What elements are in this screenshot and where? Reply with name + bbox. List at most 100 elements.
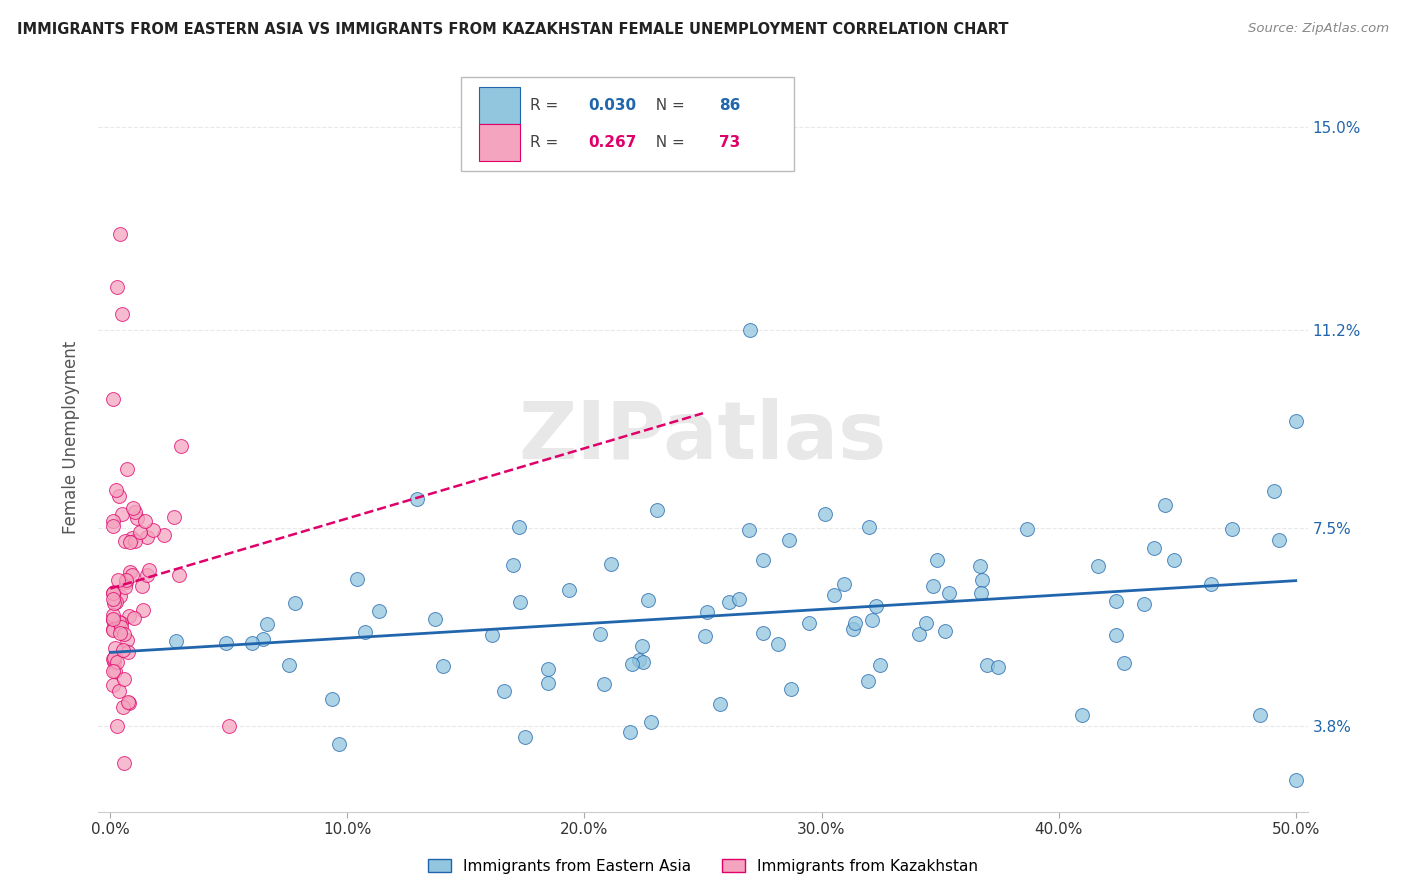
Point	[631, 656, 654, 670]
Point	[114, 581, 136, 595]
Point	[1285, 772, 1308, 787]
Point	[799, 616, 821, 631]
Point	[121, 531, 143, 545]
Point	[107, 615, 129, 629]
Point	[508, 519, 530, 533]
Point	[1199, 576, 1222, 591]
Legend: Immigrants from Eastern Asia, Immigrants from Kazakhstan: Immigrants from Eastern Asia, Immigrants…	[422, 853, 984, 880]
Point	[865, 599, 887, 613]
Point	[354, 625, 377, 640]
Point	[214, 635, 236, 649]
Point	[869, 658, 891, 673]
Point	[406, 492, 429, 507]
Point	[103, 585, 125, 599]
Point	[432, 659, 454, 673]
Point	[101, 519, 124, 533]
Point	[423, 612, 446, 626]
Point	[134, 514, 156, 528]
Point	[717, 595, 740, 609]
Point	[117, 633, 139, 648]
Point	[169, 439, 191, 453]
Point	[110, 626, 132, 640]
FancyBboxPatch shape	[479, 87, 520, 123]
Point	[112, 672, 135, 686]
Point	[101, 514, 124, 528]
Point	[138, 563, 160, 577]
Point	[1263, 484, 1285, 499]
Point	[1114, 657, 1136, 671]
Point	[108, 589, 131, 603]
Point	[131, 579, 153, 593]
Point	[752, 553, 775, 567]
Point	[101, 652, 124, 666]
Point	[778, 533, 800, 547]
Point	[118, 566, 141, 580]
Point	[104, 595, 127, 609]
Point	[121, 500, 143, 515]
Point	[509, 595, 531, 609]
Point	[112, 756, 135, 771]
Point	[925, 553, 948, 567]
Point	[934, 624, 956, 638]
Point	[1154, 498, 1177, 512]
Point	[599, 557, 621, 571]
Point	[122, 611, 145, 625]
Point	[621, 657, 644, 672]
Point	[908, 627, 931, 641]
Point	[101, 392, 124, 406]
FancyBboxPatch shape	[461, 78, 793, 171]
Point	[132, 603, 155, 617]
Point	[111, 307, 134, 321]
Point	[1268, 533, 1291, 547]
Point	[1143, 541, 1166, 555]
Point	[136, 568, 159, 582]
Text: ZIPatlas: ZIPatlas	[519, 398, 887, 476]
Point	[101, 585, 124, 599]
Point	[502, 558, 524, 573]
Point	[110, 620, 132, 634]
Point	[1087, 558, 1109, 573]
Point	[127, 511, 149, 525]
Text: Source: ZipAtlas.com: Source: ZipAtlas.com	[1249, 22, 1389, 36]
Point	[645, 503, 668, 517]
Point	[589, 626, 612, 640]
Point	[117, 645, 139, 659]
Point	[142, 523, 165, 537]
Point	[111, 642, 134, 657]
Text: N =: N =	[647, 135, 690, 150]
Point	[115, 461, 138, 475]
Point	[481, 628, 503, 642]
Point	[1132, 597, 1154, 611]
Text: 0.030: 0.030	[588, 97, 637, 112]
Point	[860, 614, 883, 628]
Point	[104, 665, 127, 679]
Point	[167, 567, 190, 582]
Point	[709, 697, 731, 711]
Point	[103, 585, 125, 599]
Point	[105, 280, 128, 294]
Point	[858, 519, 880, 533]
Point	[103, 678, 125, 692]
Y-axis label: Female Unemployment: Female Unemployment	[62, 341, 80, 533]
Point	[105, 483, 128, 497]
Point	[367, 604, 389, 618]
Point	[118, 696, 141, 710]
Point	[105, 719, 128, 733]
Point	[107, 489, 129, 503]
Text: R =: R =	[530, 97, 564, 112]
Point	[637, 593, 659, 607]
Point	[844, 616, 866, 631]
Point	[120, 535, 142, 549]
Point	[515, 730, 537, 744]
Point	[114, 533, 136, 548]
Point	[914, 615, 936, 630]
Point	[278, 657, 301, 672]
Point	[1163, 553, 1185, 567]
Point	[136, 530, 159, 544]
Point	[640, 715, 662, 730]
Point	[842, 622, 865, 636]
Point	[1249, 708, 1271, 723]
Point	[537, 676, 560, 690]
Point	[153, 527, 176, 541]
Point	[112, 627, 135, 641]
